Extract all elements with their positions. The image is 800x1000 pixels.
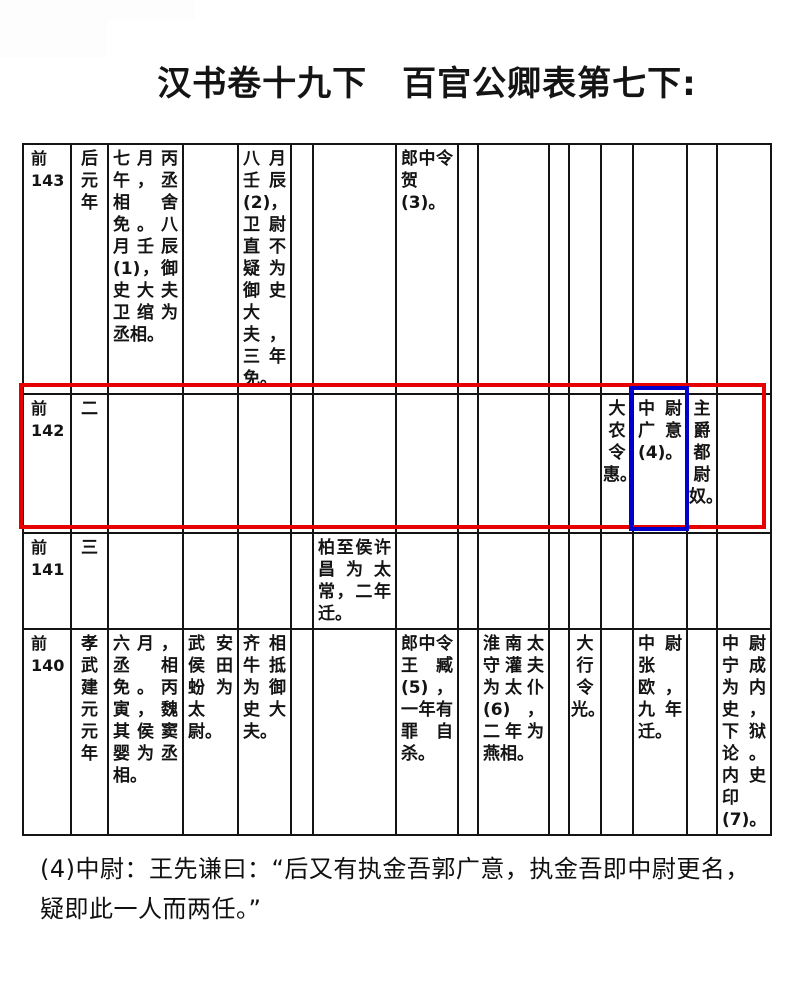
cell-r3-c2: 三 xyxy=(70,532,109,630)
cell-r4-c16: 中尉宁成为内史，下狱论。内史印(7)。 xyxy=(716,628,772,836)
cell-r2-c6 xyxy=(290,393,314,534)
cell-r4-c14: 中尉张欧，九年迁。 xyxy=(632,628,688,836)
page-title: 汉书卷十九下 百官公卿表第七下: xyxy=(157,64,697,104)
cell-r2-c12 xyxy=(568,393,602,534)
cell-r1-c1: 前 143 xyxy=(22,143,72,395)
cell-r2-c13: 大农令惠。 xyxy=(600,393,634,534)
scan-artifact-left xyxy=(0,0,107,58)
table-body: 前 143 后元年 七月丙午，丞相舍免。八月壬辰(1)，御史大夫卫绾为丞相。 八月壬辰… xyxy=(22,143,772,836)
cell-r4-c12: 大行令光。 xyxy=(568,628,602,836)
cell-r3-c8 xyxy=(395,532,459,630)
cell-r4-c7 xyxy=(312,628,397,836)
footnote-line-2: 疑即此一人而两任。” xyxy=(40,895,262,923)
footnote: (4)中尉：王先谦曰：“后又有执金吾郭广意，执金吾即中尉更名， 疑即此一人而两任… xyxy=(40,849,770,929)
cell-r3-c3 xyxy=(107,532,184,630)
scan-artifact-top xyxy=(107,0,195,21)
cell-r3-c9 xyxy=(457,532,479,630)
cell-r2-c7 xyxy=(312,393,397,534)
cell-r3-c7: 柏至侯许昌为太常，二年迁。 xyxy=(312,532,397,630)
table-row-前140: 前 140 孝武建元元年 六月，丞相免。丙寅，魏其侯窦婴为丞相。 武安侯田蚡为太尉。齐… xyxy=(22,628,772,836)
cell-r3-c11 xyxy=(548,532,570,630)
cell-r4-c8: 郎中令王臧(5)，一年有罪自杀。 xyxy=(395,628,459,836)
cell-r4-c15 xyxy=(686,628,718,836)
officials-table: 前 143 后元年 七月丙午，丞相舍免。八月壬辰(1)，御史大夫卫绾为丞相。 八月壬辰… xyxy=(22,143,772,836)
table-row-前141: 前 141 三 柏至侯许昌为太常，二年迁。 xyxy=(22,532,772,630)
cell-r1-c5: 八月壬辰(2)，卫尉直不疑为御史大夫，三年免。 xyxy=(237,143,292,395)
cell-r4-c13 xyxy=(600,628,634,836)
cell-r1-c2: 后元年 xyxy=(70,143,109,395)
highlight-red-box xyxy=(19,383,766,529)
cell-r1-c9 xyxy=(457,143,479,395)
cell-r2-c11 xyxy=(548,393,570,534)
cell-r2-c1: 前 142 xyxy=(22,393,72,534)
cell-r1-c8: 郎中令贺(3)。 xyxy=(395,143,459,395)
cell-r3-c14 xyxy=(632,532,688,630)
cell-r3-c1: 前 141 xyxy=(22,532,72,630)
cell-r3-c5 xyxy=(237,532,292,630)
cell-r1-c6 xyxy=(290,143,314,395)
cell-r1-c13 xyxy=(600,143,634,395)
cell-r4-c2: 孝武建元元年 xyxy=(70,628,109,836)
cell-r1-c11 xyxy=(548,143,570,395)
cell-r3-c4 xyxy=(182,532,239,630)
cell-r1-c12 xyxy=(568,143,602,395)
cell-r3-c6 xyxy=(290,532,314,630)
table-row-前143: 前 143 后元年 七月丙午，丞相舍免。八月壬辰(1)，御史大夫卫绾为丞相。 八月壬辰… xyxy=(22,143,772,395)
cell-r1-c14 xyxy=(632,143,688,395)
footnote-line-1: (4)中尉：王先谦曰：“后又有执金吾郭广意，执金吾即中尉更名， xyxy=(40,855,750,883)
cell-r3-c10 xyxy=(477,532,550,630)
cell-r1-c4 xyxy=(182,143,239,395)
cell-r4-c1: 前 140 xyxy=(22,628,72,836)
cell-r4-c5: 齐相牛抵为御史大夫。 xyxy=(237,628,292,836)
cell-r1-c15 xyxy=(686,143,718,395)
cell-r2-c5 xyxy=(237,393,292,534)
cell-r4-c10: 淮南太守灌夫为太仆(6)，二年为燕相。 xyxy=(477,628,550,836)
cell-r4-c3: 六月，丞相免。丙寅，魏其侯窦婴为丞相。 xyxy=(107,628,184,836)
cell-r2-c4 xyxy=(182,393,239,534)
cell-r3-c12 xyxy=(568,532,602,630)
cell-r3-c13 xyxy=(600,532,634,630)
cell-r3-c15 xyxy=(686,532,718,630)
cell-r2-c3 xyxy=(107,393,184,534)
cell-r1-c16 xyxy=(716,143,772,395)
cell-r2-c9 xyxy=(457,393,479,534)
cell-r4-c6 xyxy=(290,628,314,836)
cell-r1-c10 xyxy=(477,143,550,395)
cell-r1-c7 xyxy=(312,143,397,395)
cell-r4-c9 xyxy=(457,628,479,836)
cell-r2-c14: 中尉广意(4)。 xyxy=(632,393,688,534)
cell-r1-c3: 七月丙午，丞相舍免。八月壬辰(1)，御史大夫卫绾为丞相。 xyxy=(107,143,184,395)
cell-r3-c16 xyxy=(716,532,772,630)
cell-r2-c10 xyxy=(477,393,550,534)
cell-r4-c4: 武安侯田蚡为太尉。 xyxy=(182,628,239,836)
cell-r2-c8 xyxy=(395,393,459,534)
cell-r2-c2: 二 xyxy=(70,393,109,534)
highlight-blue-box xyxy=(629,386,689,531)
cell-r4-c11 xyxy=(548,628,570,836)
